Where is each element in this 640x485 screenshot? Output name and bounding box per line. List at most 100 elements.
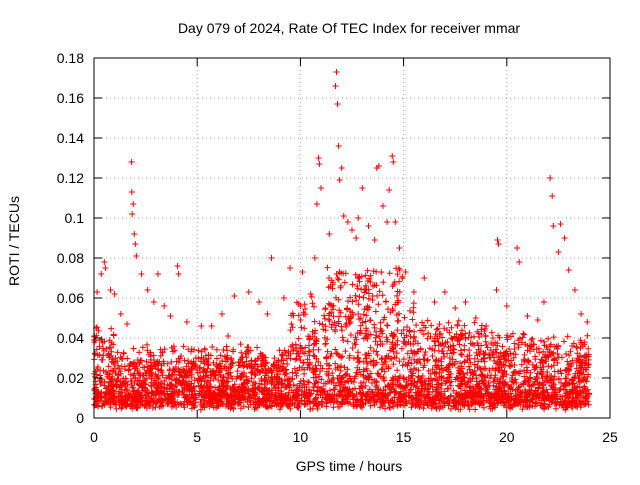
data-point: [150, 299, 157, 305]
data-point: [129, 211, 136, 217]
y-tick-label: 0.06: [57, 290, 84, 306]
plot-frame: [93, 57, 611, 419]
data-point: [307, 291, 314, 297]
data-point: [493, 287, 500, 293]
data-point: [584, 319, 591, 325]
data-point: [130, 201, 137, 207]
data-point: [111, 291, 118, 297]
y-tick-label: 0.16: [57, 90, 84, 106]
data-point: [175, 271, 182, 277]
data-point: [94, 289, 101, 295]
x-axis-label: GPS time / hours: [296, 458, 403, 474]
data-point: [550, 223, 557, 229]
data-point: [98, 271, 105, 277]
data-point: [344, 219, 351, 225]
data-point: [462, 299, 469, 305]
data-point: [516, 259, 523, 265]
data-point: [396, 245, 403, 251]
data-point: [183, 319, 190, 325]
data-point: [578, 311, 585, 317]
data-point: [421, 275, 428, 281]
data-point: [326, 231, 333, 237]
data-point: [225, 333, 232, 339]
data-point: [256, 299, 263, 305]
data-point: [311, 255, 318, 261]
data-point: [218, 311, 225, 317]
data-point: [349, 227, 355, 233]
data-point: [353, 235, 360, 241]
data-point: [299, 269, 306, 275]
x-tick-label: 0: [90, 429, 98, 445]
data-point: [268, 255, 275, 261]
chart-title: Day 079 of 2024, Rate Of TEC Index for r…: [178, 20, 520, 36]
data-point: [138, 271, 145, 277]
data-point: [386, 187, 393, 193]
data-point: [384, 219, 391, 225]
data-point: [161, 303, 168, 309]
y-tick-label: 0.04: [57, 330, 84, 346]
data-point: [264, 311, 271, 317]
data-point: [534, 317, 541, 323]
data-point: [316, 161, 323, 167]
y-tick-label: 0.08: [57, 250, 84, 266]
data-point: [359, 185, 366, 191]
data-point: [318, 185, 325, 191]
y-tick-label: 0: [76, 410, 84, 426]
data-point: [483, 323, 490, 329]
data-point: [124, 321, 131, 327]
data-point: [174, 263, 181, 269]
data-point: [332, 83, 339, 89]
x-tick-label: 15: [396, 429, 412, 445]
data-point: [561, 235, 568, 241]
data-point: [431, 299, 438, 305]
data-point: [390, 159, 397, 165]
data-point: [101, 259, 108, 265]
data-point: [128, 189, 135, 195]
data-point: [128, 159, 135, 165]
data-point: [549, 193, 556, 199]
data-point: [375, 163, 382, 169]
data-point: [555, 249, 562, 255]
data-point: [565, 267, 572, 273]
axes-layer: [93, 57, 611, 419]
data-point: [389, 153, 396, 159]
y-tick-label: 0.1: [65, 210, 85, 226]
data-point: [338, 165, 345, 171]
data-point: [333, 69, 340, 75]
data-point: [365, 223, 372, 229]
data-point: [472, 315, 479, 321]
data-point: [355, 215, 362, 221]
data-point: [167, 313, 174, 319]
data-point: [231, 293, 238, 299]
data-point: [514, 245, 521, 251]
data-point: [334, 101, 341, 107]
data-point: [208, 323, 215, 329]
data-point: [557, 221, 564, 227]
labels-layer: 0 5 10 15 20 25 0 0.02 0.04 0.06 0.08 0.1 0.12 0.14 0.…: [57, 50, 618, 445]
y-tick-label: 0.02: [57, 370, 84, 386]
data-point: [503, 303, 510, 309]
data-point: [335, 143, 342, 149]
y-tick-label: 0.12: [57, 170, 84, 186]
y-tick-label: 0.18: [57, 50, 84, 66]
data-point: [379, 203, 386, 209]
data-point: [392, 219, 399, 225]
data-point: [144, 287, 151, 293]
data-point: [315, 155, 322, 161]
x-tick-label: 10: [293, 429, 309, 445]
data-point: [494, 237, 501, 243]
data-point: [280, 295, 287, 301]
data-point: [198, 323, 205, 329]
x-tick-label: 5: [193, 429, 201, 445]
data-point: [402, 269, 409, 275]
points-layer: [91, 69, 593, 413]
data-point: [107, 287, 114, 293]
data-point: [133, 253, 140, 259]
data-point: [410, 289, 417, 295]
x-tick-label: 20: [499, 429, 515, 445]
data-point: [371, 237, 378, 243]
data-point: [571, 287, 578, 293]
x-tick-label: 25: [602, 429, 618, 445]
data-point: [524, 313, 531, 319]
